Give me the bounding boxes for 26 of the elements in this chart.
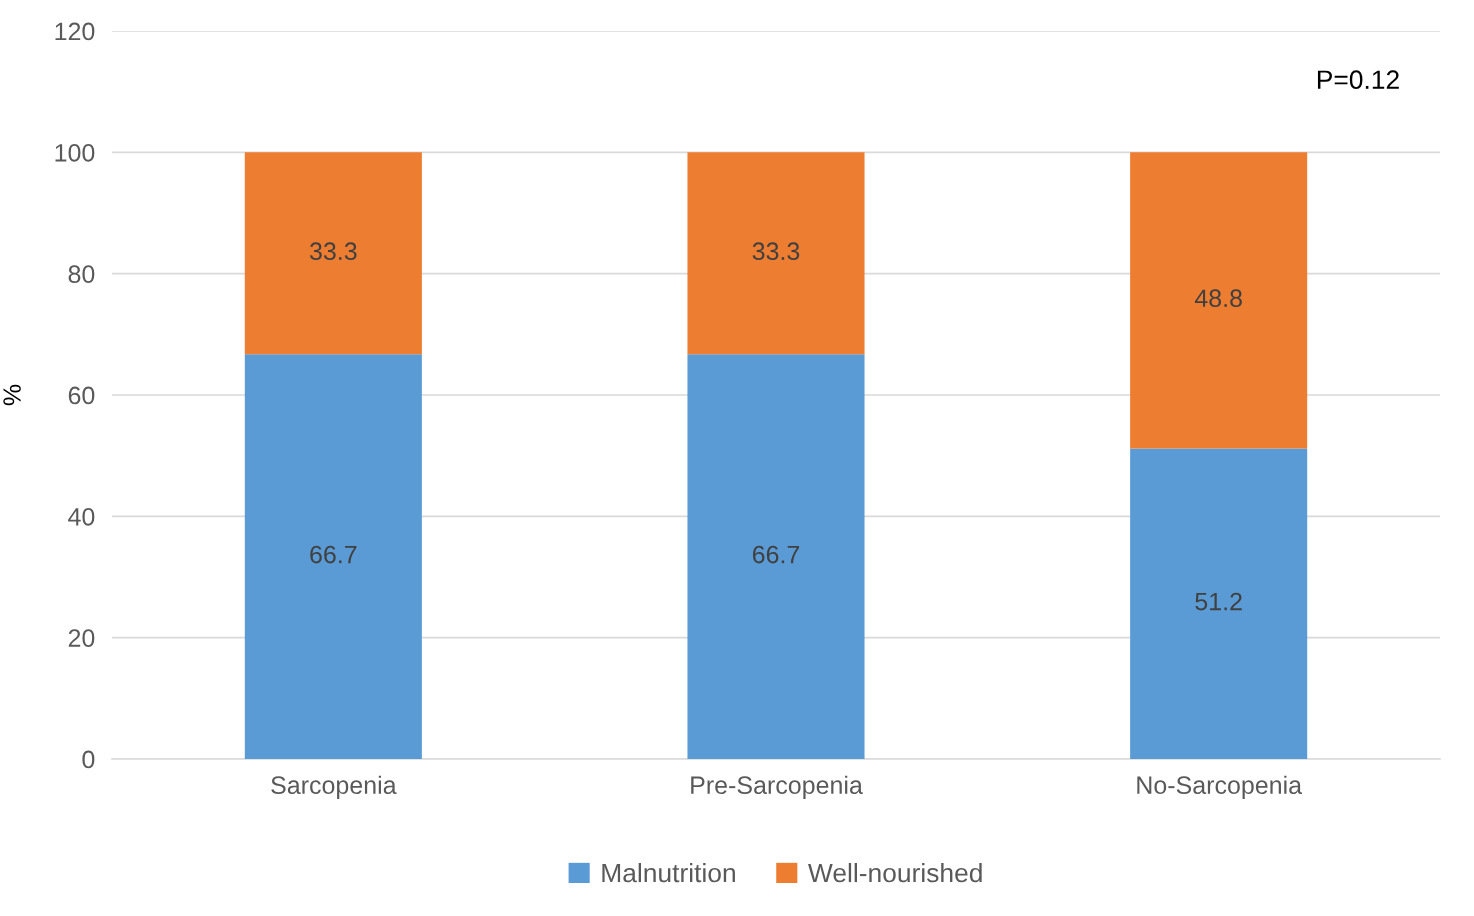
legend-label: Malnutrition <box>602 862 735 883</box>
x-tick-label: Sarcopenia <box>271 775 397 799</box>
y-tick-label: 40 <box>68 507 95 526</box>
y-tick-label: 20 <box>68 629 95 647</box>
data-label: 51.2 <box>1195 592 1242 611</box>
y-tick-label: 120 <box>55 22 95 41</box>
data-label: 33.3 <box>752 242 800 261</box>
y-tick-label: 60 <box>68 386 95 405</box>
bar <box>1130 448 1308 759</box>
data-label: 66.7 <box>310 545 357 564</box>
data-label: 66.7 <box>752 545 800 564</box>
bar <box>687 152 865 355</box>
legend-label: Well-nourished <box>808 862 982 883</box>
y-tick-label: 100 <box>55 143 95 162</box>
y-tick-label: 0 <box>82 750 95 769</box>
bar <box>1130 152 1308 449</box>
x-tick-label: Pre-Sarcopenia <box>691 775 863 799</box>
data-label: 48.8 <box>1194 289 1242 308</box>
bar <box>244 354 422 759</box>
y-tick-label: 80 <box>68 265 95 283</box>
data-label: 33.3 <box>309 242 357 261</box>
bar <box>687 354 865 759</box>
y-axis-title: % <box>3 384 21 406</box>
annotation: P=0.12 <box>1317 70 1399 90</box>
bar <box>244 152 422 355</box>
x-tick-label: No-Sarcopenia <box>1137 775 1303 799</box>
